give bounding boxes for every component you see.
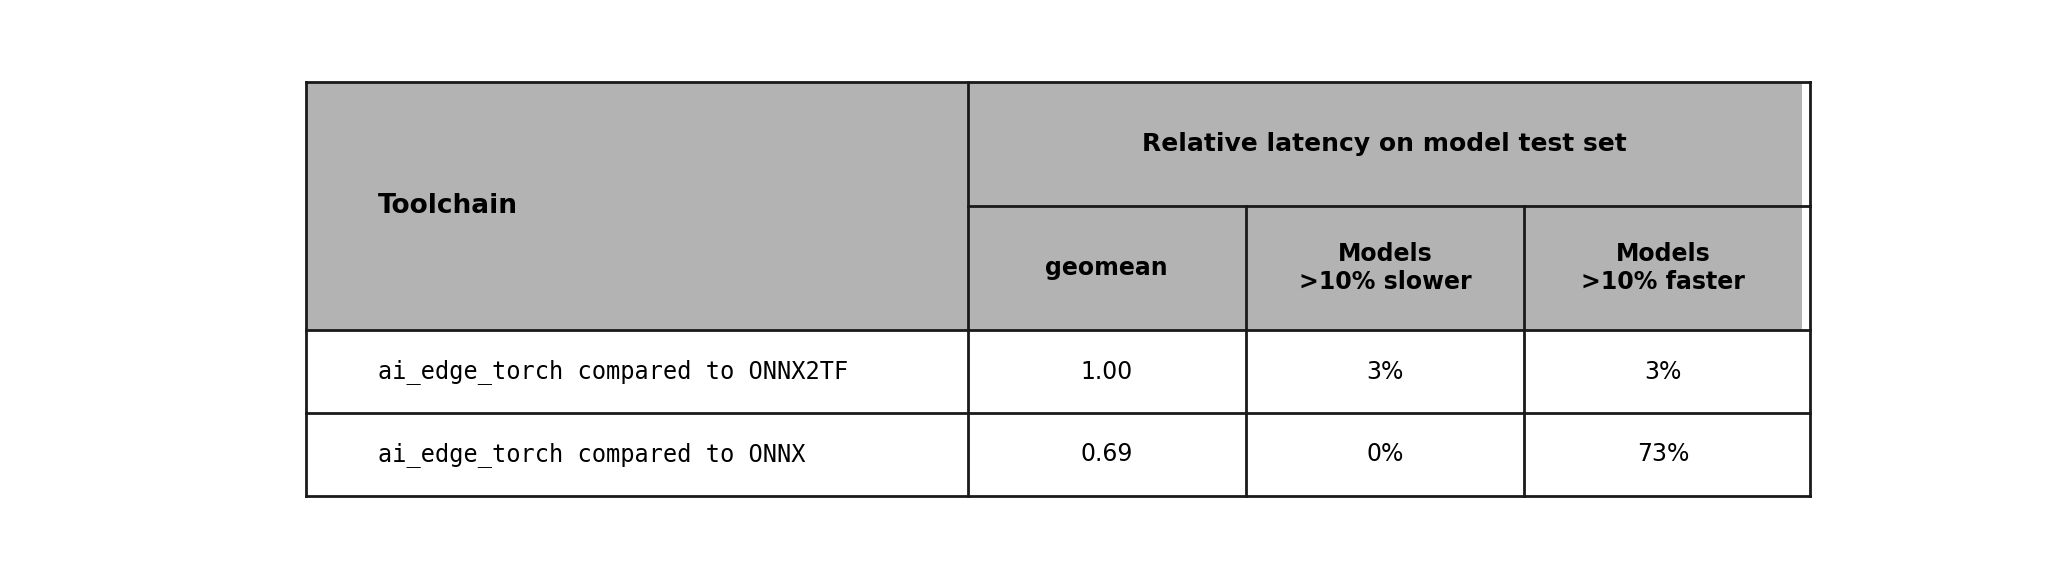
Text: ai_edge_torch compared to ONNX: ai_edge_torch compared to ONNX [378, 442, 805, 467]
Text: 3%: 3% [1645, 360, 1682, 384]
Text: Toolchain: Toolchain [378, 193, 518, 219]
Bar [305, 330, 968, 413]
Text: geomean: geomean [1044, 256, 1168, 280]
Text: 73%: 73% [1637, 443, 1688, 466]
Text: Models
>10% faster: Models >10% faster [1581, 243, 1744, 294]
Text: ai_edge_torch compared to ONNX2TF: ai_edge_torch compared to ONNX2TF [378, 359, 848, 384]
Bar [1523, 330, 1802, 413]
Bar [968, 206, 1247, 330]
Text: 0.69: 0.69 [1079, 443, 1133, 466]
Bar [1247, 330, 1523, 413]
Bar [968, 413, 1247, 496]
Text: Relative latency on model test set: Relative latency on model test set [1143, 132, 1626, 156]
Text: 3%: 3% [1366, 360, 1404, 384]
Bar [968, 330, 1247, 413]
Text: 0%: 0% [1366, 443, 1404, 466]
Bar [1247, 206, 1523, 330]
Text: Models
>10% slower: Models >10% slower [1298, 243, 1472, 294]
Bar [968, 82, 1802, 206]
Text: 1.00: 1.00 [1082, 360, 1133, 384]
Bar [1523, 206, 1802, 330]
Bar [305, 82, 968, 330]
Bar [305, 413, 968, 496]
Bar [1247, 413, 1523, 496]
Bar [1523, 413, 1802, 496]
